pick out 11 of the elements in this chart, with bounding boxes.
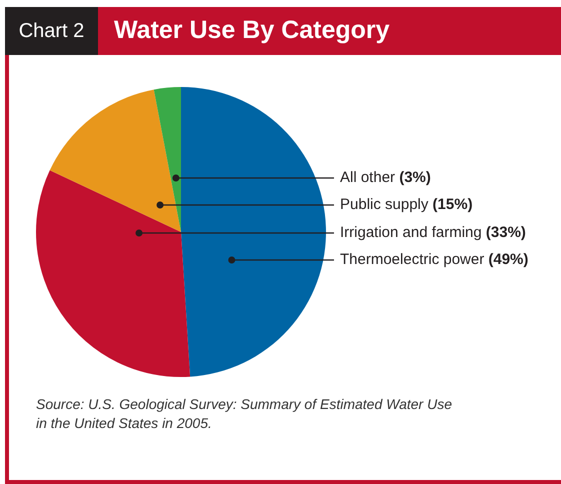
chart-title: Water Use By Category: [114, 16, 390, 45]
data-label: (33%): [486, 224, 526, 242]
caption: Chart 2: [5, 7, 98, 55]
slice-label: All other: [340, 169, 396, 186]
slice-label: Public supply: [340, 196, 429, 214]
data-label: (15%): [432, 196, 473, 214]
slice-label: Irrigation and farming: [340, 224, 482, 242]
slice-label: Thermoelectric power: [340, 251, 484, 268]
data-label: (3%): [399, 169, 431, 186]
source-note: Source: U.S. Geological Survey: Summary of Estimated Water Use in the United States in 2005.: [36, 395, 454, 433]
data-label: (49%): [488, 251, 528, 268]
